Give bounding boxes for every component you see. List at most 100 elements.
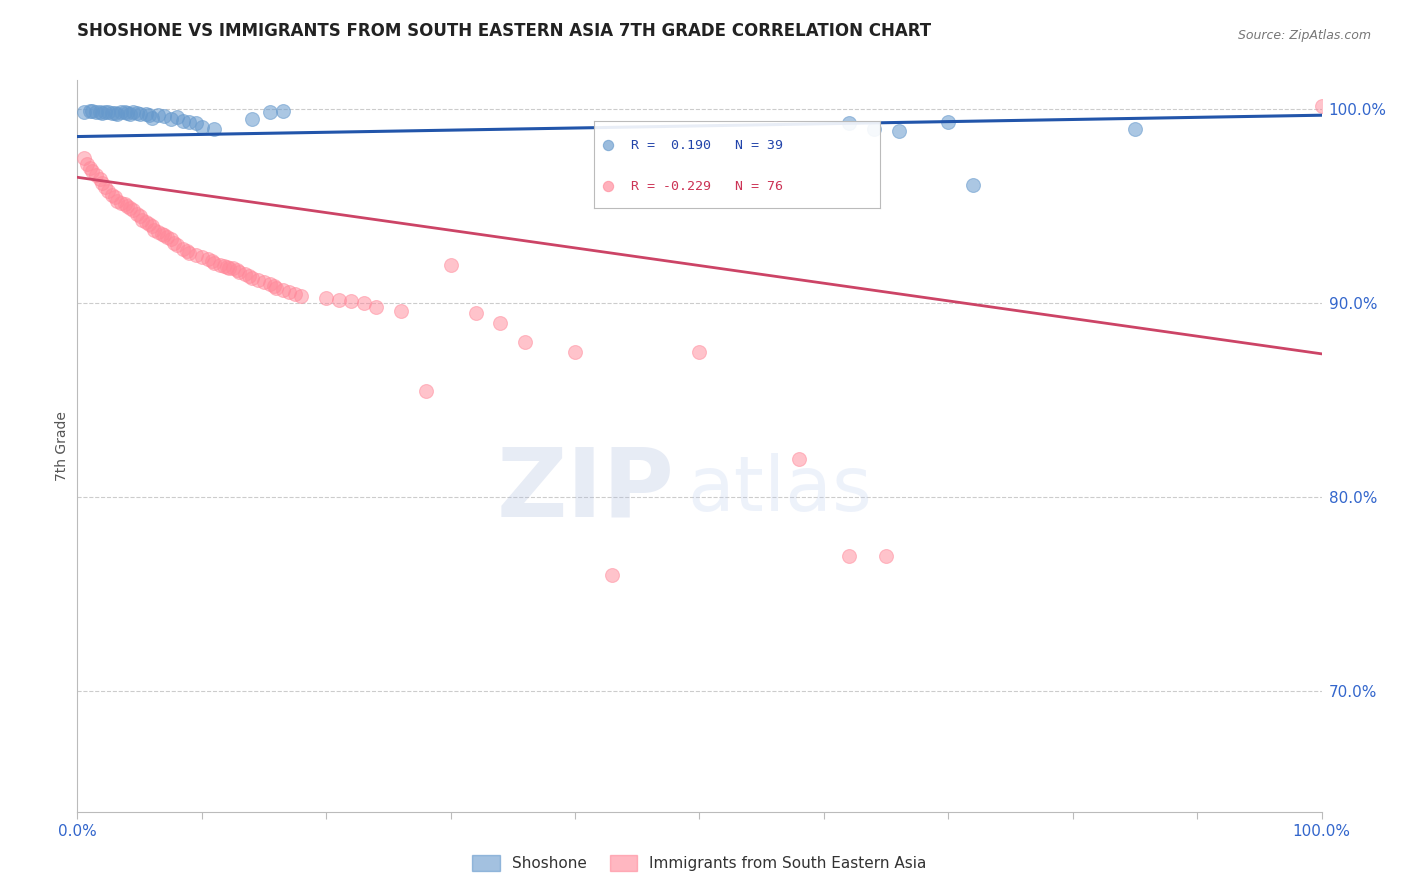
Point xyxy=(353,296,375,310)
Point xyxy=(163,236,186,251)
Point xyxy=(84,169,107,183)
Point xyxy=(105,106,128,120)
Point xyxy=(1123,121,1146,136)
Point xyxy=(104,106,127,120)
Point xyxy=(240,112,263,127)
Point xyxy=(415,384,437,398)
Point xyxy=(72,105,94,120)
Point xyxy=(225,263,247,277)
Point xyxy=(962,178,984,192)
Point xyxy=(153,109,176,123)
Point xyxy=(596,138,619,153)
Point xyxy=(215,260,238,274)
Point xyxy=(93,180,115,194)
Point xyxy=(135,215,157,229)
Point xyxy=(838,116,860,130)
Point xyxy=(128,106,150,120)
Point xyxy=(315,291,337,305)
Point xyxy=(118,202,141,216)
Point xyxy=(602,568,624,582)
Legend: Shoshone, Immigrants from South Eastern Asia: Shoshone, Immigrants from South Eastern … xyxy=(465,849,934,877)
Point xyxy=(172,114,194,128)
Point xyxy=(118,107,141,121)
Point xyxy=(159,112,181,127)
Point xyxy=(364,300,387,314)
Point xyxy=(122,105,145,120)
Point xyxy=(153,228,176,243)
Text: ZIP: ZIP xyxy=(496,443,675,536)
Point xyxy=(101,106,124,120)
Point xyxy=(596,179,619,194)
Text: atlas: atlas xyxy=(688,453,872,527)
Point xyxy=(101,187,124,202)
Point xyxy=(128,209,150,223)
Point xyxy=(564,345,586,359)
Point xyxy=(191,250,214,264)
Point xyxy=(176,244,198,258)
Point xyxy=(202,255,225,269)
Point xyxy=(209,258,232,272)
Point xyxy=(138,108,160,122)
Point xyxy=(218,260,240,275)
Point xyxy=(240,271,263,285)
Point xyxy=(89,172,111,186)
Point xyxy=(104,190,127,204)
Point xyxy=(125,106,148,120)
Point xyxy=(82,164,104,178)
Point xyxy=(166,238,188,252)
Point xyxy=(259,105,281,120)
Point xyxy=(138,217,160,231)
Point xyxy=(114,197,136,211)
Point xyxy=(141,111,163,125)
Point xyxy=(253,275,276,289)
Point xyxy=(115,199,138,213)
Point xyxy=(141,219,163,233)
Point xyxy=(862,121,884,136)
Point xyxy=(115,106,138,120)
Y-axis label: 7th Grade: 7th Grade xyxy=(55,411,69,481)
Point xyxy=(222,261,245,276)
Point xyxy=(159,232,181,246)
Point xyxy=(91,176,114,190)
Point xyxy=(72,151,94,165)
Point xyxy=(79,104,101,119)
Point xyxy=(201,253,224,268)
Point xyxy=(110,105,132,120)
Point xyxy=(263,279,285,293)
Point xyxy=(150,227,173,241)
Point xyxy=(114,104,136,119)
Point xyxy=(266,281,288,295)
Point xyxy=(228,265,250,279)
Point xyxy=(271,104,294,119)
Point xyxy=(91,106,114,120)
Point xyxy=(887,124,910,138)
Point xyxy=(233,268,256,282)
Text: SHOSHONE VS IMMIGRANTS FROM SOUTH EASTERN ASIA 7TH GRADE CORRELATION CHART: SHOSHONE VS IMMIGRANTS FROM SOUTH EASTER… xyxy=(77,22,931,40)
Point xyxy=(93,105,115,120)
Point xyxy=(246,273,269,287)
Point xyxy=(97,184,120,198)
Point xyxy=(938,115,960,129)
Point xyxy=(202,121,225,136)
Point xyxy=(328,293,350,307)
Point xyxy=(105,194,128,208)
Point xyxy=(89,104,111,119)
Point xyxy=(97,104,120,119)
Point xyxy=(489,316,512,330)
Point xyxy=(148,108,170,122)
Point xyxy=(135,107,157,121)
Point xyxy=(838,549,860,563)
Point xyxy=(156,230,179,244)
Point xyxy=(787,451,810,466)
Point xyxy=(271,283,294,297)
Point xyxy=(131,213,153,227)
Point xyxy=(440,258,463,272)
Point xyxy=(191,120,214,134)
Point xyxy=(197,252,219,266)
Point xyxy=(689,345,711,359)
Point xyxy=(340,294,363,309)
Point xyxy=(172,242,194,256)
Point xyxy=(875,549,897,563)
Text: R =  0.190   N = 39: R = 0.190 N = 39 xyxy=(631,138,783,152)
Point xyxy=(143,222,166,236)
